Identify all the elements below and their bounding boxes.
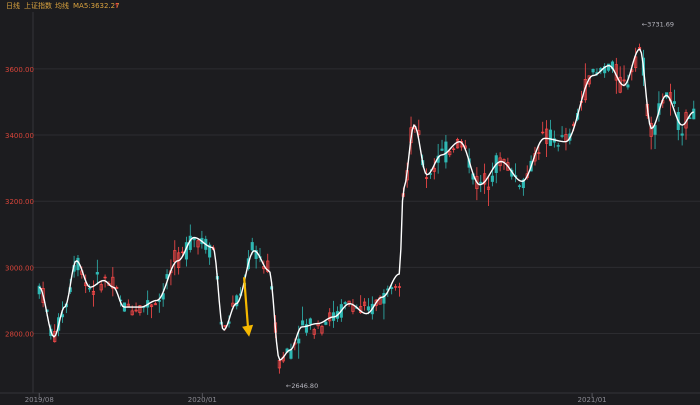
index-name[interactable]: 上证指数: [24, 2, 52, 10]
candle-body: [196, 240, 200, 248]
candle-body: [397, 286, 401, 288]
candle-body: [289, 350, 293, 359]
ma-line: [38, 48, 695, 361]
low-marker-label: ←2646.80: [286, 382, 318, 390]
x-tick-label: 2021/01: [578, 396, 607, 404]
candle-body: [37, 285, 41, 295]
candle-body: [250, 242, 254, 251]
y-tick-label: 3400.00: [5, 132, 34, 140]
candle-body: [88, 287, 92, 290]
candle-body: [134, 309, 138, 312]
candle-body: [692, 108, 696, 120]
candle-body: [95, 272, 99, 275]
candle-body: [537, 152, 541, 154]
period-label[interactable]: 日线: [6, 2, 20, 10]
candle-body: [665, 92, 669, 98]
candle-body: [366, 306, 370, 311]
candle-body: [235, 295, 239, 307]
y-tick-label: 3600.00: [5, 66, 34, 74]
y-tick-label: 3200.00: [5, 198, 34, 206]
label-layer: 2800.00 3000.00 3200.00 3400.00 3600.00 2019/…: [5, 66, 607, 404]
candle-body: [634, 56, 638, 68]
candle-body: [91, 290, 96, 295]
candle-body: [393, 286, 398, 288]
candle-body: [99, 284, 103, 291]
candle-body: [432, 167, 436, 172]
candle-body: [301, 320, 305, 326]
candle-body: [150, 304, 154, 308]
candle-body: [545, 128, 549, 144]
candle-body: [308, 318, 312, 325]
candle-body: [382, 293, 386, 304]
grid-layer: [0, 12, 700, 397]
candle-body: [556, 145, 560, 147]
candlestick-chart: ←3731.69 ←2646.80 2800.00 3000.00 3200.00 34…: [0, 12, 700, 404]
ma-layer: [38, 48, 695, 361]
ma-readout: MA5:3632.27: [73, 2, 120, 10]
candle-body: [157, 299, 161, 302]
candle-body: [320, 325, 324, 334]
candle-body: [324, 321, 328, 325]
candle-body: [603, 66, 607, 74]
arrow-head: [242, 324, 254, 337]
arrow-shaft: [243, 277, 250, 329]
candle-body: [363, 301, 367, 306]
ma-type-label[interactable]: 均线: [55, 2, 69, 10]
candle-body: [41, 288, 45, 303]
candle-body: [254, 249, 258, 259]
candle-body: [153, 303, 157, 306]
candle-body: [440, 148, 444, 151]
candle-body: [548, 129, 553, 146]
candle-body: [115, 287, 119, 289]
candle-body: [424, 177, 429, 179]
candle-body: [304, 324, 309, 333]
candle-body: [490, 175, 494, 182]
x-tick-label: 2019/08: [25, 396, 54, 404]
high-marker-label: ←3731.69: [642, 20, 674, 28]
candle-body: [138, 305, 142, 314]
candle-body: [312, 329, 316, 335]
x-tick-label: 2020/01: [188, 396, 217, 404]
candle-body: [517, 185, 522, 187]
chart-header: 日线 上证指数 均线 MA5:3632.27 ↑: [0, 0, 700, 12]
candle-body: [653, 125, 657, 135]
candle-body: [297, 338, 301, 344]
candle-body: [483, 173, 487, 185]
candle-body: [374, 299, 378, 306]
candle-body: [591, 68, 595, 73]
candle-body: [506, 162, 510, 171]
ma-trend-icon: ↑: [114, 2, 120, 10]
candle-body: [103, 276, 107, 279]
candle-body: [266, 260, 270, 272]
candle-body: [649, 123, 653, 137]
candle-body: [607, 63, 611, 71]
candle-body: [672, 101, 676, 104]
candle-body: [111, 276, 115, 289]
candle-body: [130, 310, 134, 316]
candle-body: [521, 179, 525, 189]
candle-body: [208, 244, 212, 258]
y-tick-label: 2800.00: [5, 330, 34, 338]
candle-body: [448, 151, 452, 156]
candle-body: [688, 117, 692, 120]
candle-body: [541, 131, 545, 134]
candle-body: [486, 186, 491, 190]
candle-body: [173, 250, 177, 263]
candle-body: [560, 135, 564, 137]
candle-body: [390, 287, 394, 290]
candle-body: [475, 176, 479, 190]
candle-layer: [37, 43, 696, 374]
candle-body: [479, 181, 483, 184]
candle-body: [626, 84, 630, 88]
annotation-layer: ←3731.69 ←2646.80: [242, 20, 674, 390]
candle-body: [680, 133, 684, 136]
candle-body: [622, 79, 626, 82]
candle-body: [452, 148, 456, 150]
candle-body: [525, 173, 529, 178]
y-tick-label: 3000.00: [5, 264, 34, 272]
candle-body: [343, 302, 347, 304]
